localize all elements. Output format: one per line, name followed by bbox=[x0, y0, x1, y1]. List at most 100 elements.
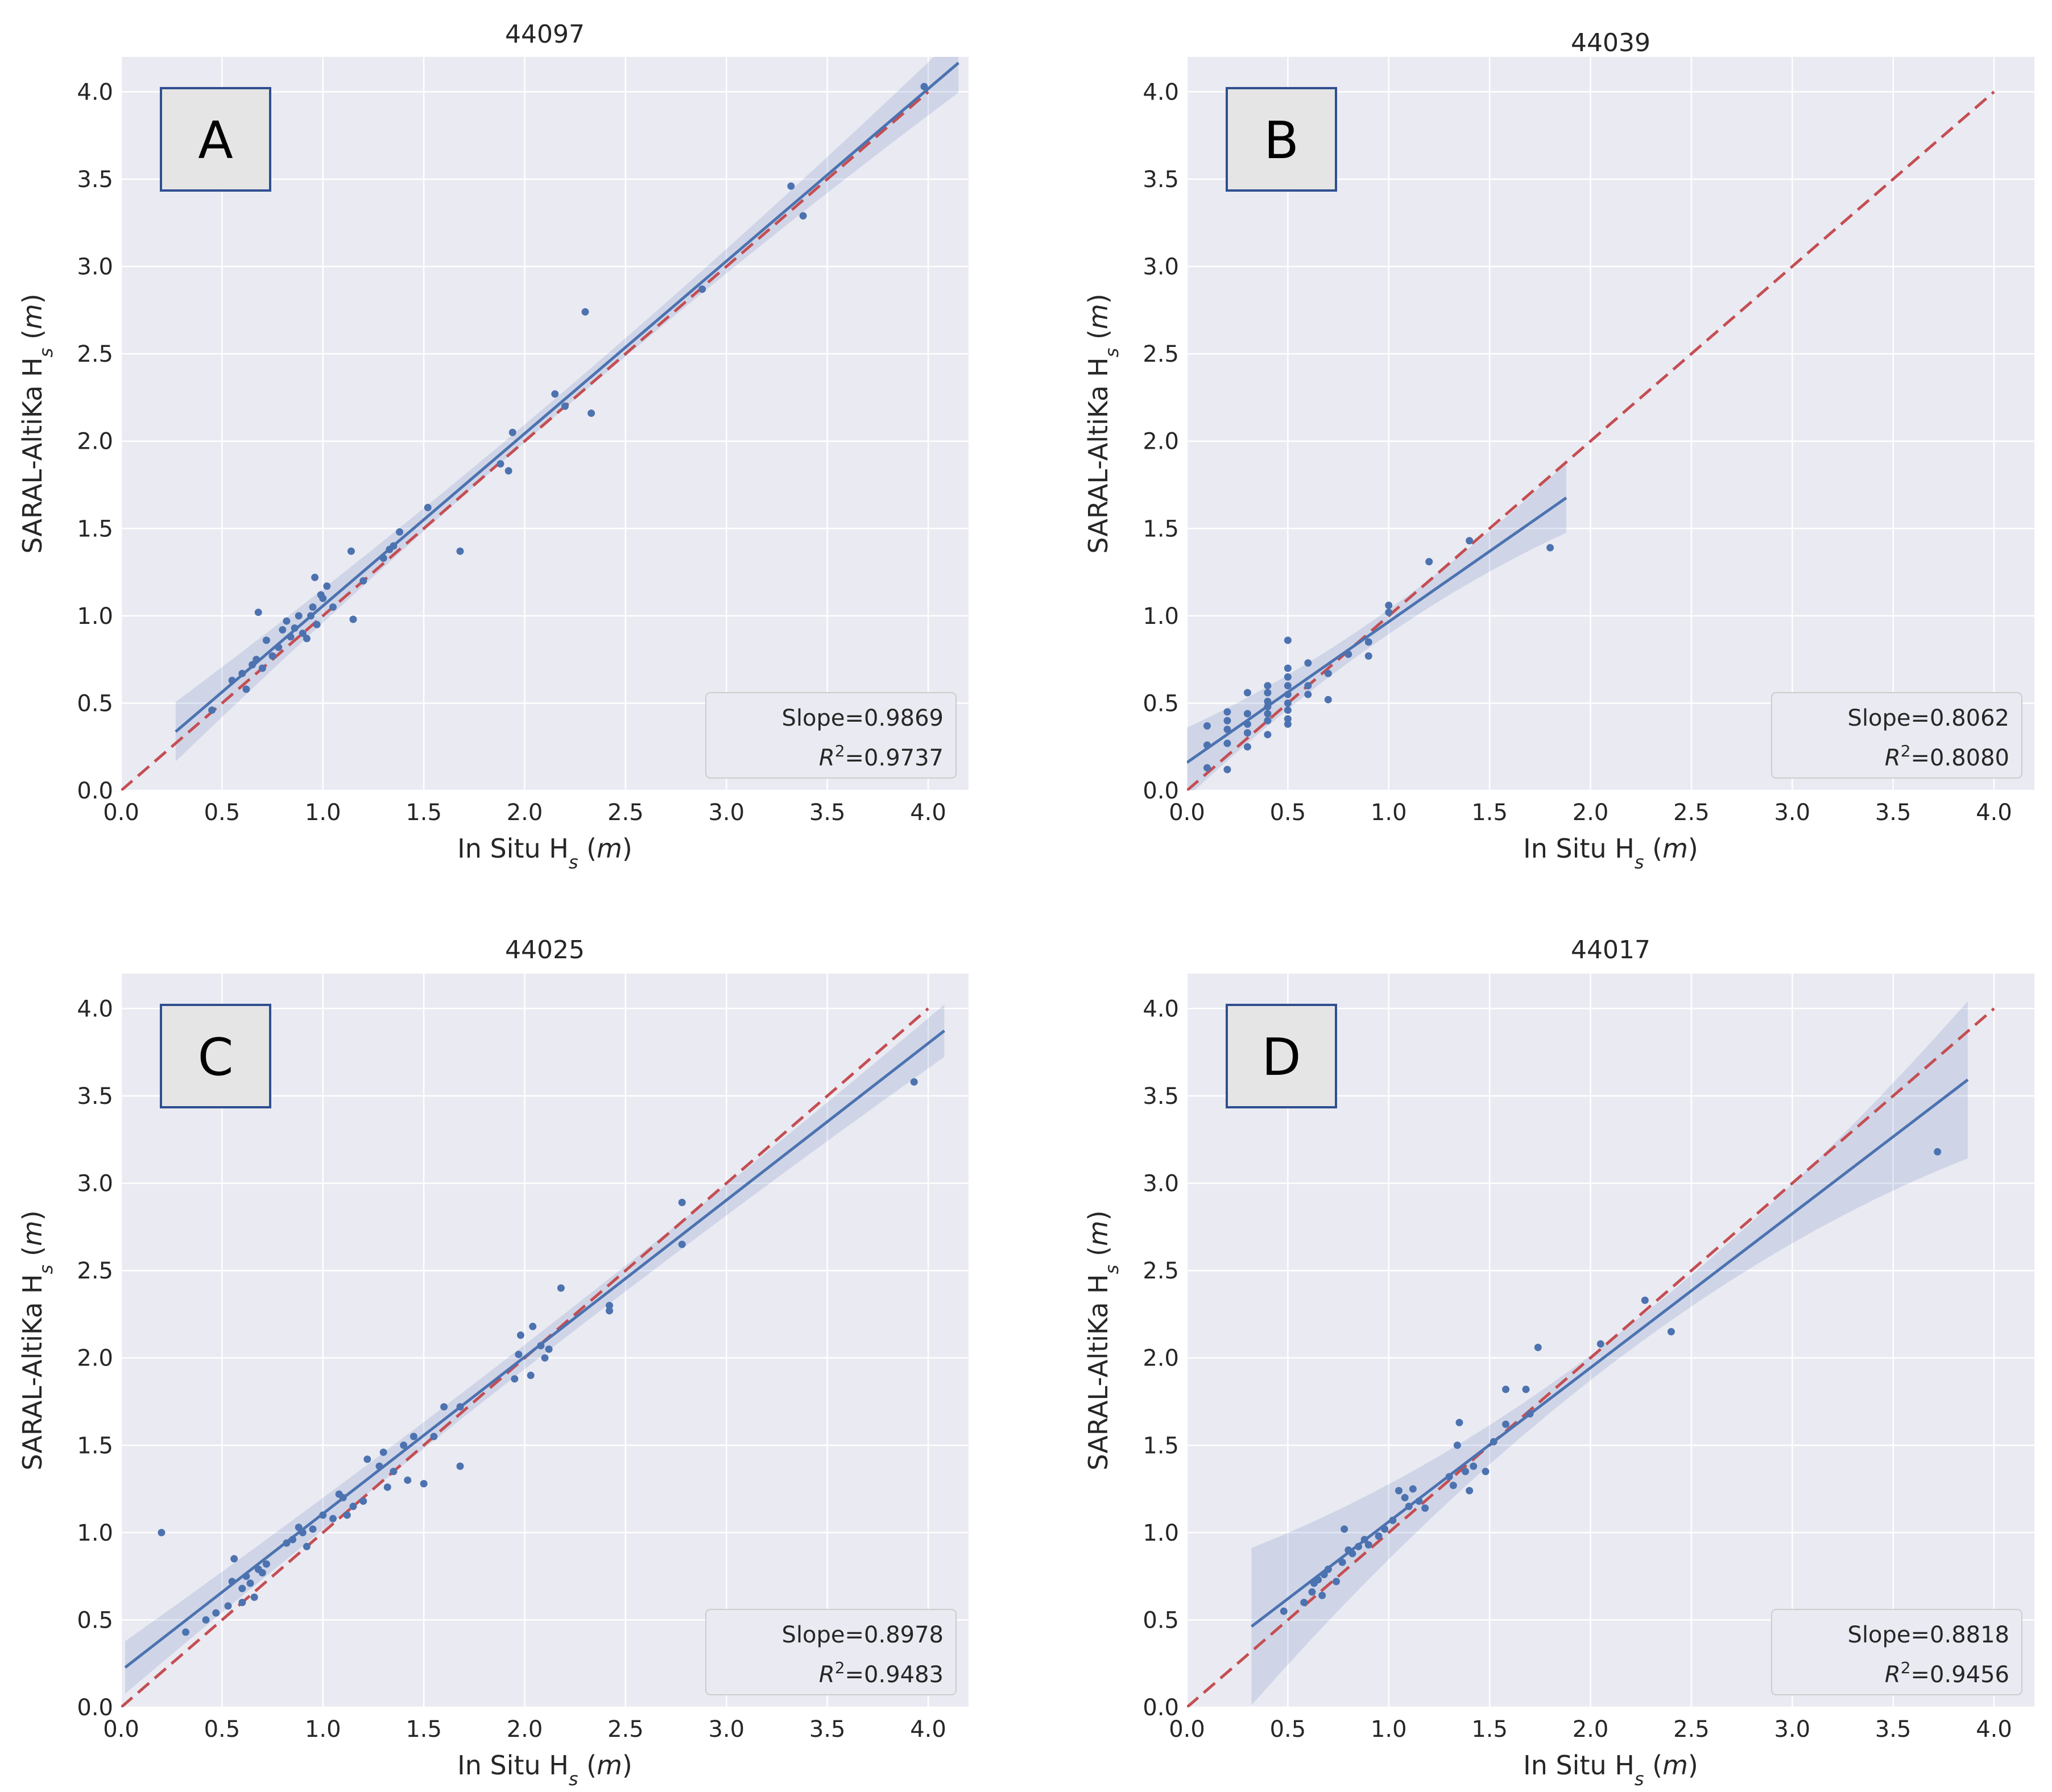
data-point bbox=[1389, 1516, 1397, 1524]
x-tick-label: 3.5 bbox=[809, 1716, 846, 1743]
y-tick-label: 2.5 bbox=[1143, 1258, 1179, 1284]
data-point bbox=[238, 1599, 246, 1607]
data-point bbox=[295, 1524, 303, 1532]
x-axis-label: In Situ Hs (m) bbox=[457, 833, 632, 873]
x-tick-label: 3.5 bbox=[809, 800, 846, 826]
data-point bbox=[283, 617, 291, 625]
data-point bbox=[1385, 601, 1393, 609]
data-point bbox=[1364, 652, 1372, 660]
x-tick-label: 0.5 bbox=[204, 1716, 241, 1743]
panel-title: 44097 bbox=[505, 20, 585, 49]
data-point bbox=[275, 643, 283, 651]
x-tick-label: 2.0 bbox=[1573, 1716, 1609, 1743]
data-point bbox=[383, 1483, 391, 1491]
data-point bbox=[537, 1342, 545, 1350]
data-point bbox=[1284, 699, 1292, 707]
legend-box bbox=[1771, 1609, 2022, 1695]
data-point bbox=[1223, 765, 1231, 773]
data-point bbox=[400, 1441, 408, 1449]
data-point bbox=[1264, 697, 1272, 705]
legend-r2-value: =0.8080 bbox=[1911, 745, 2009, 771]
data-point bbox=[299, 630, 307, 638]
data-point bbox=[262, 1560, 270, 1568]
regression-line bbox=[124, 1029, 945, 1669]
y-axis-label-text: SARAL-AltiKa H bbox=[1083, 357, 1114, 553]
legend-slope: Slope=0.9869 bbox=[782, 705, 944, 731]
y-axis-label-unit-close: ) bbox=[17, 1210, 48, 1220]
panel-d: 0.0 0.5 1.0 1.5 2.0 2.5 3.0 3.5 4.0 0.0 0.5 1.0 1.5 2… bbox=[1083, 936, 2034, 1790]
data-point bbox=[268, 652, 276, 660]
y-tick-label: 4.0 bbox=[77, 79, 113, 105]
panel-letter: C bbox=[198, 1028, 234, 1087]
data-point bbox=[516, 1331, 524, 1339]
data-point bbox=[557, 1284, 565, 1292]
data-point bbox=[242, 685, 250, 693]
data-point bbox=[313, 620, 321, 628]
x-axis-label-unit-close: ) bbox=[622, 833, 632, 864]
data-point bbox=[396, 528, 404, 536]
data-point bbox=[1415, 1497, 1423, 1505]
data-point bbox=[1453, 1441, 1461, 1449]
panel-title: 44017 bbox=[1571, 936, 1650, 965]
y-tick-label: 3.0 bbox=[77, 254, 113, 280]
y-tick-label: 3.5 bbox=[77, 1083, 113, 1110]
data-point bbox=[1462, 1467, 1470, 1475]
x-axis-label-text: In Situ H bbox=[1523, 1750, 1635, 1781]
panel-letter-box bbox=[160, 1004, 271, 1108]
data-point bbox=[1534, 1343, 1542, 1351]
regression-line bbox=[1251, 1078, 1969, 1628]
data-point bbox=[1324, 696, 1332, 703]
legend-slope: Slope=0.8062 bbox=[1848, 705, 2009, 731]
data-point bbox=[1490, 1438, 1497, 1446]
x-axis-label-unit: m bbox=[597, 833, 622, 864]
data-point bbox=[1466, 1487, 1474, 1495]
data-point bbox=[1264, 717, 1272, 725]
x-tick-label: 2.5 bbox=[607, 1716, 644, 1743]
x-tick-label: 0.0 bbox=[103, 1716, 139, 1743]
y-axis-label-text: SARAL-AltiKa H bbox=[17, 1274, 48, 1470]
y-tick-label: 2.5 bbox=[77, 341, 113, 367]
data-point bbox=[1324, 1565, 1332, 1573]
x-axis-label-unit-open: ( bbox=[1644, 1750, 1663, 1781]
x-tick-label: 2.5 bbox=[1673, 1716, 1710, 1743]
y-tick-label: 0.0 bbox=[1143, 1695, 1179, 1721]
y-axis-label: SARAL-AltiKa Hs (m) bbox=[17, 293, 57, 553]
y-axis-label-subscript: s bbox=[1101, 348, 1123, 358]
x-tick-label: 4.0 bbox=[910, 1716, 946, 1743]
y-axis-label-subscript: s bbox=[1101, 1265, 1123, 1274]
y-tick-label: 2.5 bbox=[1143, 341, 1179, 367]
data-point bbox=[1284, 636, 1292, 644]
x-axis-label: In Situ Hs (m) bbox=[1523, 833, 1698, 873]
data-point bbox=[1223, 726, 1231, 733]
data-point bbox=[1385, 609, 1393, 616]
data-point bbox=[606, 1307, 614, 1315]
data-point bbox=[1318, 1591, 1326, 1599]
data-point bbox=[1360, 1536, 1368, 1543]
data-point bbox=[678, 1240, 686, 1248]
data-point bbox=[799, 212, 807, 220]
x-tick-label: 1.5 bbox=[1471, 800, 1508, 826]
x-tick-label: 3.0 bbox=[1774, 800, 1810, 826]
legend-slope: Slope=0.8978 bbox=[782, 1622, 944, 1648]
identity-line bbox=[121, 90, 929, 791]
data-point bbox=[202, 1616, 210, 1624]
data-point bbox=[787, 182, 795, 190]
x-tick-label: 0.0 bbox=[103, 800, 139, 826]
data-point bbox=[279, 626, 287, 634]
x-tick-label: 3.0 bbox=[708, 800, 744, 826]
data-point bbox=[581, 308, 589, 316]
data-point bbox=[456, 1403, 464, 1411]
data-point bbox=[212, 1609, 220, 1617]
data-point bbox=[1425, 558, 1433, 566]
data-point bbox=[390, 1467, 398, 1475]
data-point bbox=[262, 636, 270, 644]
y-axis-label-text: SARAL-AltiKa H bbox=[17, 357, 48, 553]
y-tick-label: 1.0 bbox=[77, 1520, 113, 1546]
y-axis-label-unit-close: ) bbox=[1083, 293, 1114, 304]
data-point bbox=[1482, 1467, 1490, 1475]
y-tick-label: 1.5 bbox=[1143, 516, 1179, 542]
data-point bbox=[1667, 1328, 1675, 1336]
data-point bbox=[1308, 1588, 1316, 1596]
data-point bbox=[311, 573, 319, 581]
